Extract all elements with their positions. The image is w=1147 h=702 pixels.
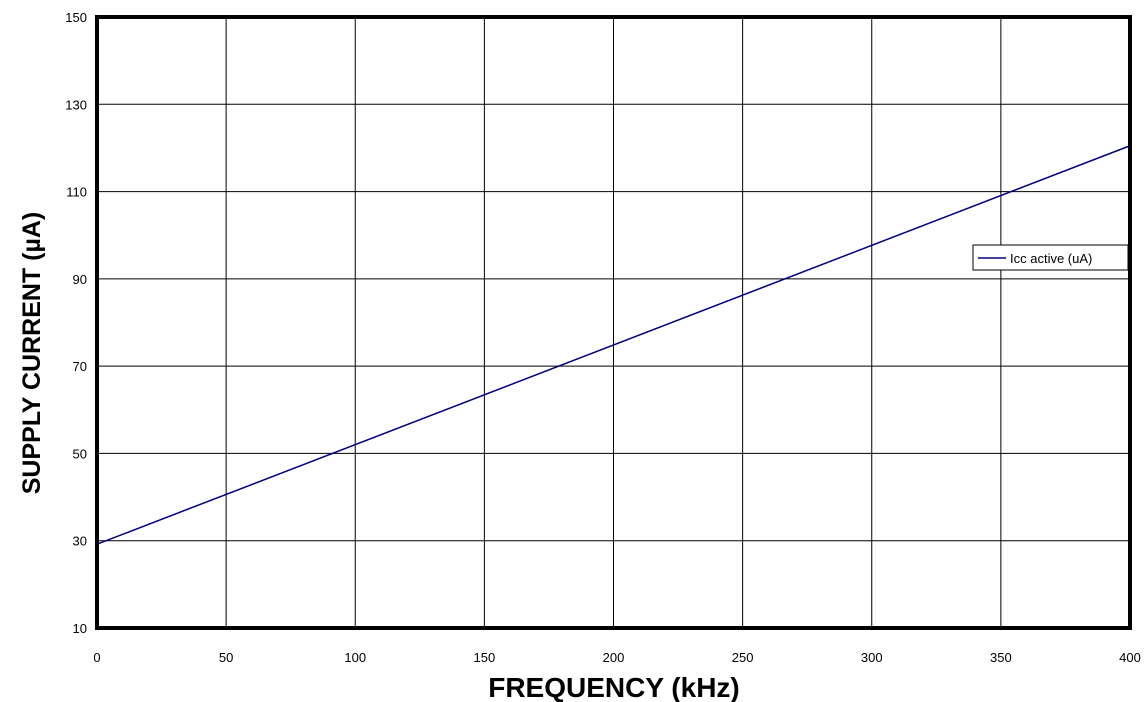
grid [96, 16, 1131, 629]
y-tick-label: 130 [65, 97, 87, 112]
x-tick-label: 200 [603, 650, 625, 665]
x-tick-label: 300 [861, 650, 883, 665]
series-layer [96, 145, 1131, 545]
y-tick-label: 30 [73, 534, 87, 549]
x-tick-label: 100 [344, 650, 366, 665]
y-tick-label: 150 [65, 10, 87, 25]
series-line-0 [96, 145, 1131, 545]
y-tick-label: 90 [73, 272, 87, 287]
x-tick-label: 50 [219, 650, 233, 665]
x-tick-label: 400 [1119, 650, 1141, 665]
y-axis-title: SUPPLY CURRENT (µA) [18, 212, 46, 495]
legend: Icc active (uA) [972, 244, 1129, 271]
x-tick-label: 350 [990, 650, 1012, 665]
y-tick-label: 70 [73, 359, 87, 374]
y-tick-label: 110 [66, 185, 87, 200]
y-tick-labels: 10 30 50 70 90 110 130 150 [65, 10, 87, 636]
x-tick-labels: 0 50 100 150 200 250 300 350 400 [93, 650, 1140, 665]
x-tick-label: 150 [474, 650, 496, 665]
plot-frame [95, 15, 1132, 630]
legend-label: Icc active (uA) [1010, 251, 1092, 266]
x-axis-title: FREQUENCY (kHz) [488, 672, 740, 702]
y-tick-label: 10 [73, 621, 87, 636]
x-tick-label: 0 [93, 650, 100, 665]
y-tick-label: 50 [73, 446, 87, 461]
x-tick-label: 250 [732, 650, 754, 665]
